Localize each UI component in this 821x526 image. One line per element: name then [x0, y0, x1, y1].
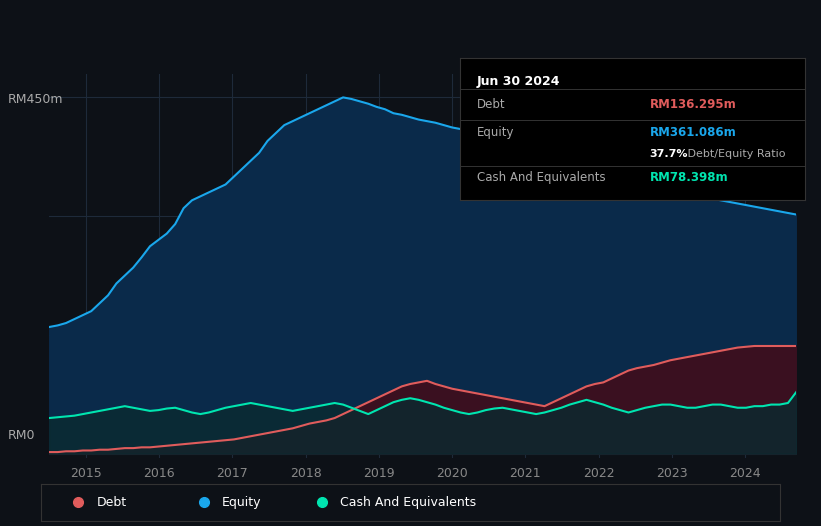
- Text: Debt/Equity Ratio: Debt/Equity Ratio: [684, 149, 786, 159]
- Text: Cash And Equivalents: Cash And Equivalents: [477, 171, 606, 185]
- Text: RM78.398m: RM78.398m: [649, 171, 728, 185]
- Text: Debt: Debt: [477, 98, 506, 110]
- Text: 37.7%: 37.7%: [649, 149, 688, 159]
- Text: RM136.295m: RM136.295m: [649, 98, 736, 110]
- Text: Jun 30 2024: Jun 30 2024: [477, 75, 561, 88]
- Text: RM361.086m: RM361.086m: [649, 126, 736, 139]
- Text: Equity: Equity: [222, 496, 262, 509]
- Text: RM450m: RM450m: [8, 93, 64, 106]
- Text: Cash And Equivalents: Cash And Equivalents: [341, 496, 476, 509]
- Text: RM0: RM0: [8, 429, 35, 442]
- Text: Debt: Debt: [97, 496, 126, 509]
- Text: Equity: Equity: [477, 126, 515, 139]
